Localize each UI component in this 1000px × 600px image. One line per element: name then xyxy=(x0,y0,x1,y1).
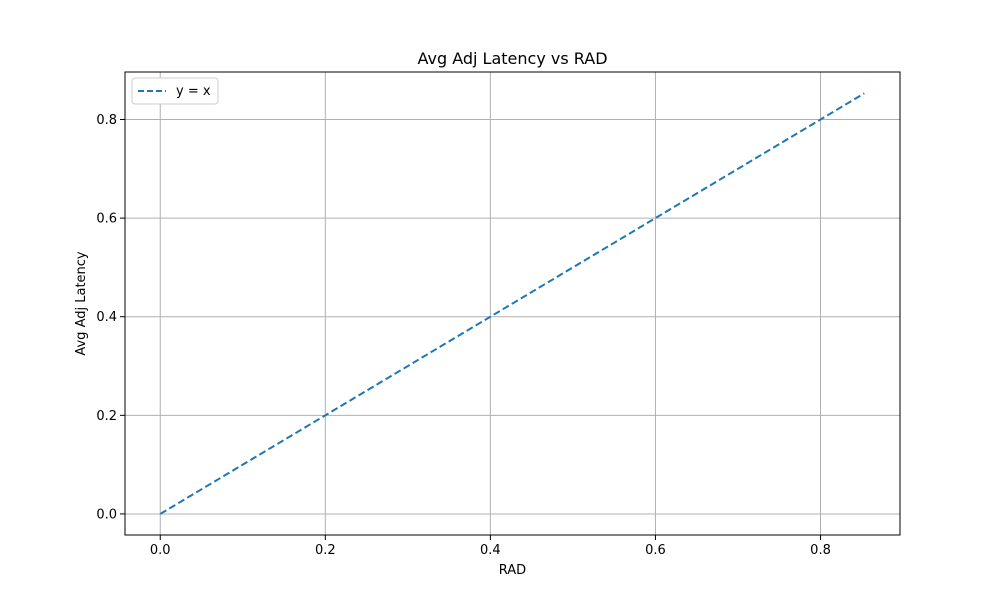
legend-label-y-equals-x: y = x xyxy=(176,84,211,99)
grid xyxy=(125,72,900,535)
x-tick-label: 0.2 xyxy=(315,543,336,558)
y-tick-label: 0.8 xyxy=(96,113,117,128)
x-tick-label: 0.6 xyxy=(645,543,666,558)
y-tick-label: 0.4 xyxy=(96,310,117,325)
legend-box xyxy=(131,77,219,105)
series-line-0 xyxy=(159,92,865,515)
y-axis-label: Avg Adj Latency xyxy=(74,251,89,356)
x-tick-label: 0.8 xyxy=(810,543,831,558)
legend: y = x xyxy=(131,77,219,105)
y-tick-label: 0.0 xyxy=(96,507,117,522)
y-tick-label: 0.2 xyxy=(96,409,117,424)
x-tick-label: 0.0 xyxy=(150,543,171,558)
plot-frame xyxy=(124,71,901,536)
x-axis-label: RAD xyxy=(499,563,526,578)
x-tick-label: 0.4 xyxy=(480,543,501,558)
ticks: 0.0 0.2 0.4 0.6 0.8 0.0 0.2 0.4 0.6 0.8 xyxy=(96,113,831,558)
chart-title: Avg Adj Latency vs RAD xyxy=(417,49,607,68)
series-layer xyxy=(159,92,865,515)
y-tick-label: 0.6 xyxy=(96,212,117,227)
